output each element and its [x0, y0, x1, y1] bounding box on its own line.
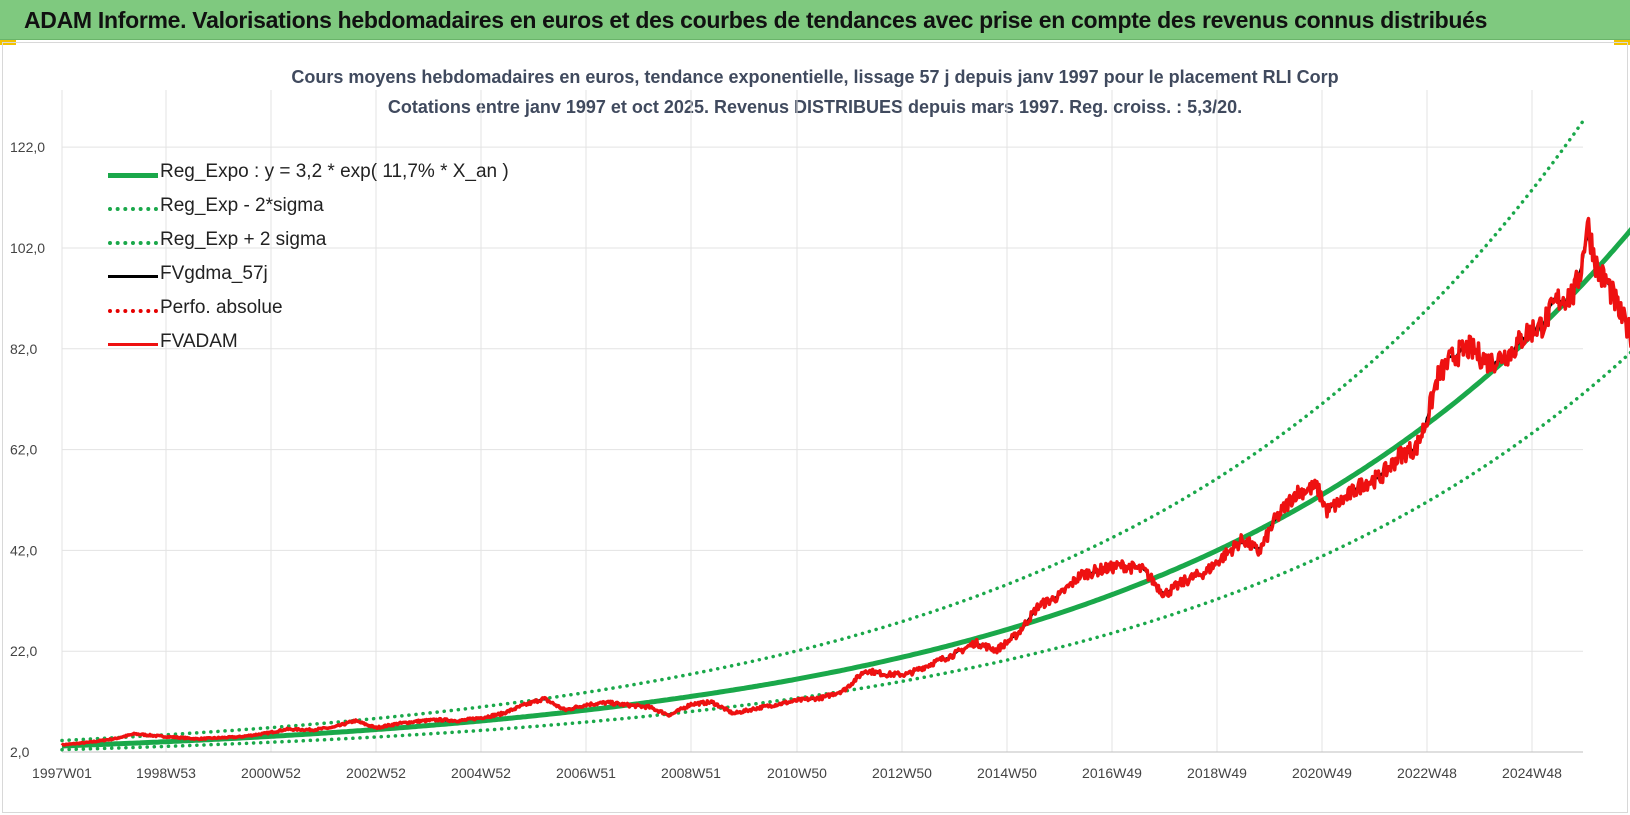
- legend-label: FVgdma_57j: [160, 263, 268, 284]
- legend-swatch: [108, 241, 158, 245]
- chart-subtitle: Cotations entre janv 1997 et oct 2025. R…: [387, 97, 1243, 117]
- legend-swatch: [108, 343, 158, 346]
- series-reg-exp-minus-2-sigma: [60, 350, 1630, 752]
- series-reg-expo: [61, 227, 1630, 749]
- y-tick-label: 42,0: [10, 542, 37, 558]
- x-tick-label: 2022W48: [1397, 765, 1457, 781]
- legend-swatch: [108, 207, 158, 211]
- x-tick-label: 2018W49: [1187, 765, 1247, 781]
- series-fvadam: [60, 216, 1630, 747]
- legend-label: Reg_Expo : y = 3,2 * exp( 11,7% * X_an ): [160, 161, 509, 182]
- x-tick-label: 2016W49: [1082, 765, 1142, 781]
- chart-legend: Reg_Expo : y = 3,2 * exp( 11,7% * X_an )…: [108, 158, 528, 362]
- x-tick-label: 2004W52: [451, 765, 511, 781]
- x-tick-label: 2012W50: [872, 765, 932, 781]
- legend-label: FVADAM: [160, 331, 238, 352]
- y-tick-label: 2,0: [10, 744, 30, 760]
- x-tick-label: 2014W50: [977, 765, 1037, 781]
- legend-item: Perfo. absolue: [108, 294, 528, 328]
- legend-item: Reg_Exp + 2 sigma: [108, 226, 528, 260]
- y-tick-label: 62,0: [10, 442, 37, 458]
- x-tick-label: 2002W52: [346, 765, 406, 781]
- legend-item: Reg_Exp - 2*sigma: [108, 192, 528, 226]
- legend-swatch: [108, 173, 158, 178]
- legend-item: FVgdma_57j: [108, 260, 528, 294]
- x-tick-label: 1998W53: [136, 765, 196, 781]
- legend-label: Perfo. absolue: [160, 297, 283, 318]
- header-bar: ADAM Informe. Valorisations hebdomadaire…: [0, 0, 1630, 40]
- legend-swatch: [108, 309, 158, 313]
- legend-label: Reg_Exp + 2 sigma: [160, 229, 327, 250]
- x-tick-label: 2008W51: [661, 765, 721, 781]
- legend-swatch: [108, 275, 158, 278]
- x-tick-label: 2006W51: [556, 765, 616, 781]
- x-tick-label: 2024W48: [1502, 765, 1562, 781]
- y-tick-label: 102,0: [10, 240, 45, 256]
- chart-area: [2, 42, 1628, 813]
- y-tick-label: 122,0: [10, 139, 45, 155]
- x-tick-label: 2010W50: [767, 765, 827, 781]
- chart-title: Cours moyens hebdomadaires en euros, ten…: [291, 67, 1339, 87]
- y-tick-label: 82,0: [10, 341, 37, 357]
- legend-item: Reg_Expo : y = 3,2 * exp( 11,7% * X_an ): [108, 158, 528, 192]
- legend-label: Reg_Exp - 2*sigma: [160, 195, 324, 216]
- y-tick-label: 22,0: [10, 643, 37, 659]
- x-tick-label: 2000W52: [241, 765, 301, 781]
- legend-item: FVADAM: [108, 328, 528, 362]
- x-tick-label: 2020W49: [1292, 765, 1352, 781]
- x-tick-label: 1997W01: [32, 765, 92, 781]
- header-title: ADAM Informe. Valorisations hebdomadaire…: [24, 7, 1488, 33]
